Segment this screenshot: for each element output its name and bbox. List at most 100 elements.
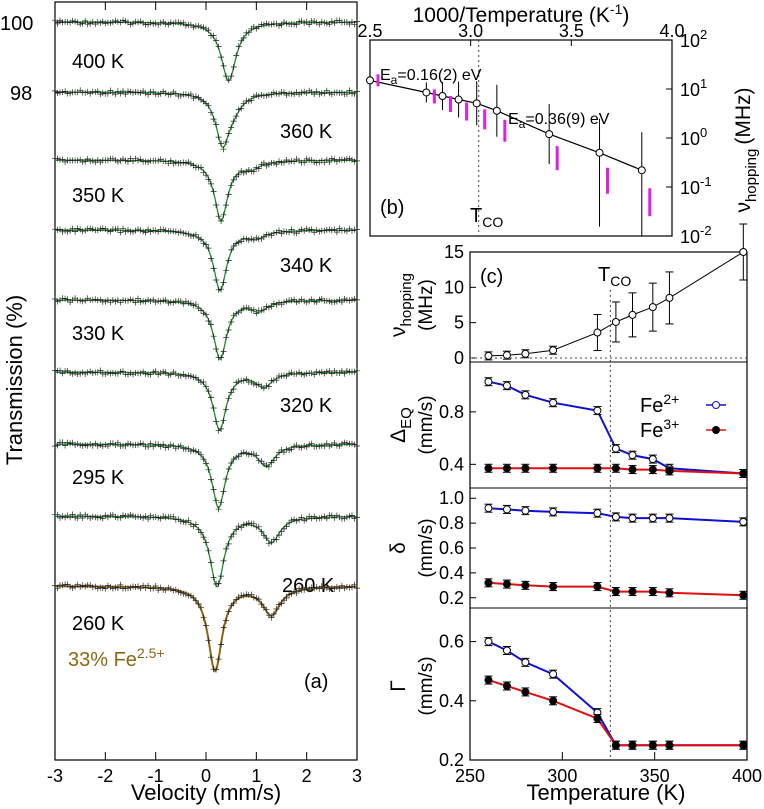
- c-point-3-1-6: [628, 741, 637, 750]
- panel-c-content: 15 10 5 0 0.8 0.4 1.0 0.8 0.6 0.4 0.2 0.6 0.4 0.2: [439, 223, 748, 770]
- legend-fe3-label: Fe3+: [640, 416, 679, 442]
- c-point-2-0-4: [593, 509, 602, 518]
- panel-b-label: (b): [380, 197, 404, 219]
- c-point-1-1-5: [611, 464, 620, 473]
- c-point-2-1-3: [549, 582, 558, 591]
- b-tco-sub: CO: [482, 214, 503, 230]
- b-ytick-base-1: 10: [680, 80, 700, 100]
- c-ytick-label-2-4: 0.2: [439, 588, 464, 608]
- c-point-2-1-6: [628, 587, 637, 596]
- ea-high-E: E: [508, 111, 519, 128]
- c-point-1-1-2: [521, 464, 530, 473]
- c-point-3-1-7: [648, 741, 657, 750]
- b-point-8: [637, 166, 646, 175]
- c-point-0-0-9: [739, 248, 748, 256]
- c-ytick-label-2-0: 1.0: [439, 488, 464, 508]
- panel-b-ylabel-sub: hopping: [743, 149, 760, 202]
- panel-a-y-axis-title: Transmission (%): [2, 295, 27, 465]
- c-ytick-label-0-2: 5: [454, 313, 464, 333]
- spectrum-data-7: [52, 511, 360, 587]
- c-point-0-0-3: [549, 346, 558, 355]
- panel-a-spectra: 400 K 360 K 350 K 340 K 330 K 320 K 295 K 260 K…: [52, 17, 360, 673]
- panel-b-tco-label: TCO: [470, 205, 503, 230]
- c-point-2-0-2: [521, 506, 530, 515]
- c-point-1-0-4: [593, 406, 602, 415]
- a-xtick-label-5: 2: [302, 766, 312, 786]
- b-ytick-base-3: 10: [680, 178, 700, 198]
- panel-a-y-tick-98: 98: [10, 83, 32, 105]
- c-point-3-1-3: [549, 696, 558, 705]
- legend-fe3-sup: 3+: [663, 416, 679, 432]
- b-point-6: [545, 130, 554, 139]
- ea-low-rest: =0.16(2) eV: [397, 67, 481, 84]
- spectrum-label-2: 350 K: [72, 185, 125, 207]
- legend-markers: [706, 401, 726, 434]
- spectrum-data-8: [52, 581, 360, 673]
- c-ylabel-1: ΔEQ: [387, 407, 415, 443]
- spectrum-label-1: 360 K: [280, 121, 333, 143]
- c-point-3-0-2: [521, 658, 530, 667]
- spectrum-label-4: 330 K: [72, 323, 125, 345]
- c-point-2-1-7: [648, 587, 657, 596]
- c-point-3-1-9: [739, 741, 748, 750]
- spectrum-label-3: 340 K: [280, 255, 333, 277]
- c-line-2-0: [488, 507, 744, 523]
- a-xtick-label-4: 1: [251, 766, 261, 786]
- b-ytick-base-2: 10: [680, 129, 700, 149]
- annotation-main: 33% Fe: [68, 649, 137, 671]
- c-ytick-label-0-0: 15: [444, 242, 464, 262]
- c-ylabel-main-1: Δ: [387, 429, 410, 443]
- annotation-sup: 2.5+: [137, 645, 165, 661]
- c-point-2-0-7: [648, 514, 657, 523]
- spectrum-data-3: [52, 225, 360, 293]
- c-point-0-0-5: [611, 317, 620, 326]
- c-point-1-0-0: [484, 377, 493, 386]
- legend-fe2-marker: [712, 401, 720, 409]
- panel-b-xlabel-end: ): [622, 4, 629, 27]
- c-point-1-1-7: [648, 465, 657, 474]
- c-point-0-0-4: [593, 328, 602, 337]
- a-xtick-label-0: -3: [47, 766, 63, 786]
- c-ylabel-unit-2: (mm/s): [416, 518, 437, 577]
- c-point-1-1-8: [665, 466, 674, 475]
- panel-b-ea-high: Ea=0.36(9) eV: [508, 111, 610, 131]
- c-xtick-label-1: 300: [547, 766, 577, 786]
- c-ylabel-unit-3: (mm/s): [416, 656, 437, 715]
- a-xtick-label-6: 3: [352, 766, 362, 786]
- b-tco-T: T: [470, 205, 482, 227]
- c-point-1-1-6: [628, 465, 637, 474]
- c-point-3-1-1: [502, 682, 511, 690]
- panel-b-data: [366, 40, 652, 236]
- c-ytick-label-2-2: 0.6: [439, 538, 464, 558]
- c-point-3-1-8: [665, 741, 674, 750]
- a-xtick-label-1: -2: [97, 766, 113, 786]
- b-ytick-label-4: 10-2: [680, 223, 712, 247]
- c-point-1-0-1: [502, 381, 511, 390]
- c-point-1-0-3: [549, 398, 558, 407]
- a-xtick-label-2: -1: [148, 766, 164, 786]
- c-point-2-1-9: [739, 591, 748, 600]
- b-ytick-base-4: 10: [680, 227, 700, 247]
- spectrum-data-0: [52, 17, 360, 84]
- b-ytick-exp-4: -2: [700, 223, 712, 238]
- panel-a-x-axis-title: Velocity (mm/s): [131, 780, 281, 805]
- b-xtick-label-2: 3.5: [559, 21, 584, 41]
- c-ylabel-main-3: Γ: [387, 680, 410, 692]
- c-ylabel-sub-1: EQ: [398, 407, 415, 429]
- b-point-0: [366, 76, 374, 85]
- c-point-2-0-8: [665, 514, 674, 523]
- c-point-0-0-1: [502, 351, 511, 360]
- c-xtick-label-3: 400: [732, 766, 762, 786]
- legend-fe3-marker: [712, 426, 720, 434]
- spectrum-label-5: 320 K: [280, 395, 333, 417]
- c-point-2-1-2: [521, 581, 530, 590]
- ea-high-rest: =0.36(9) eV: [525, 111, 609, 128]
- c-ytick-label-1-1: 0.4: [439, 454, 464, 474]
- c-point-1-1-9: [739, 469, 748, 478]
- a-xtick-label-3: 0: [201, 766, 211, 786]
- panel-c-x-ticks: 250 300 350 400: [455, 752, 762, 786]
- ea-low-sub: a: [391, 73, 398, 87]
- spectrum-data-4: [52, 295, 360, 361]
- b-point-1: [422, 88, 431, 97]
